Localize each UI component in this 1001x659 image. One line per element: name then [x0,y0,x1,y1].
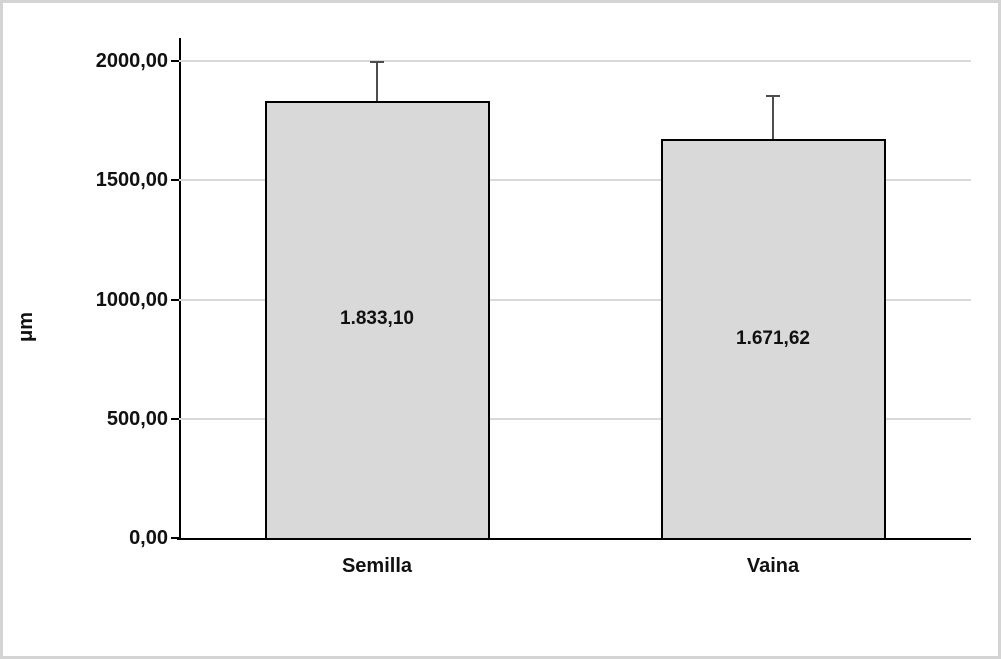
y-gridline [179,60,971,62]
y-axis-title: μm [15,311,37,343]
bar-semilla [264,100,490,540]
y-tick-label: 1000,00 [95,288,168,311]
y-gridline [179,417,971,420]
bar-vaina [660,139,886,540]
bar-value-label: 1.671,62 [736,327,810,349]
y-gridline [179,179,971,182]
y-tick-label: 2000,00 [95,50,168,72]
bar-value-label: 1.833,10 [340,308,414,330]
category-label-vaina: Vaina [746,555,800,577]
error-bar-cap [370,60,384,63]
y-axis-line [179,38,181,540]
y-tick-label: 1500,00 [95,169,168,192]
error-bar-line [376,61,378,101]
y-tick-label: 500,00 [106,407,168,430]
y-axis-tick [171,417,179,420]
y-tick-label: 0,00 [129,527,168,549]
y-axis-tick [171,537,179,539]
error-bar-line [772,95,774,140]
y-axis-tick [171,179,179,182]
x-axis-line [177,538,971,540]
y-gridline [179,298,971,301]
y-axis-tick [171,298,179,301]
error-bar-cap [766,94,780,97]
y-axis-tick [171,60,179,62]
bar-chart: μm 0,00 500,00 1000,00 1500,00 2000,00 1.833,… [3,3,998,656]
category-label-semilla: Semilla [341,555,413,577]
